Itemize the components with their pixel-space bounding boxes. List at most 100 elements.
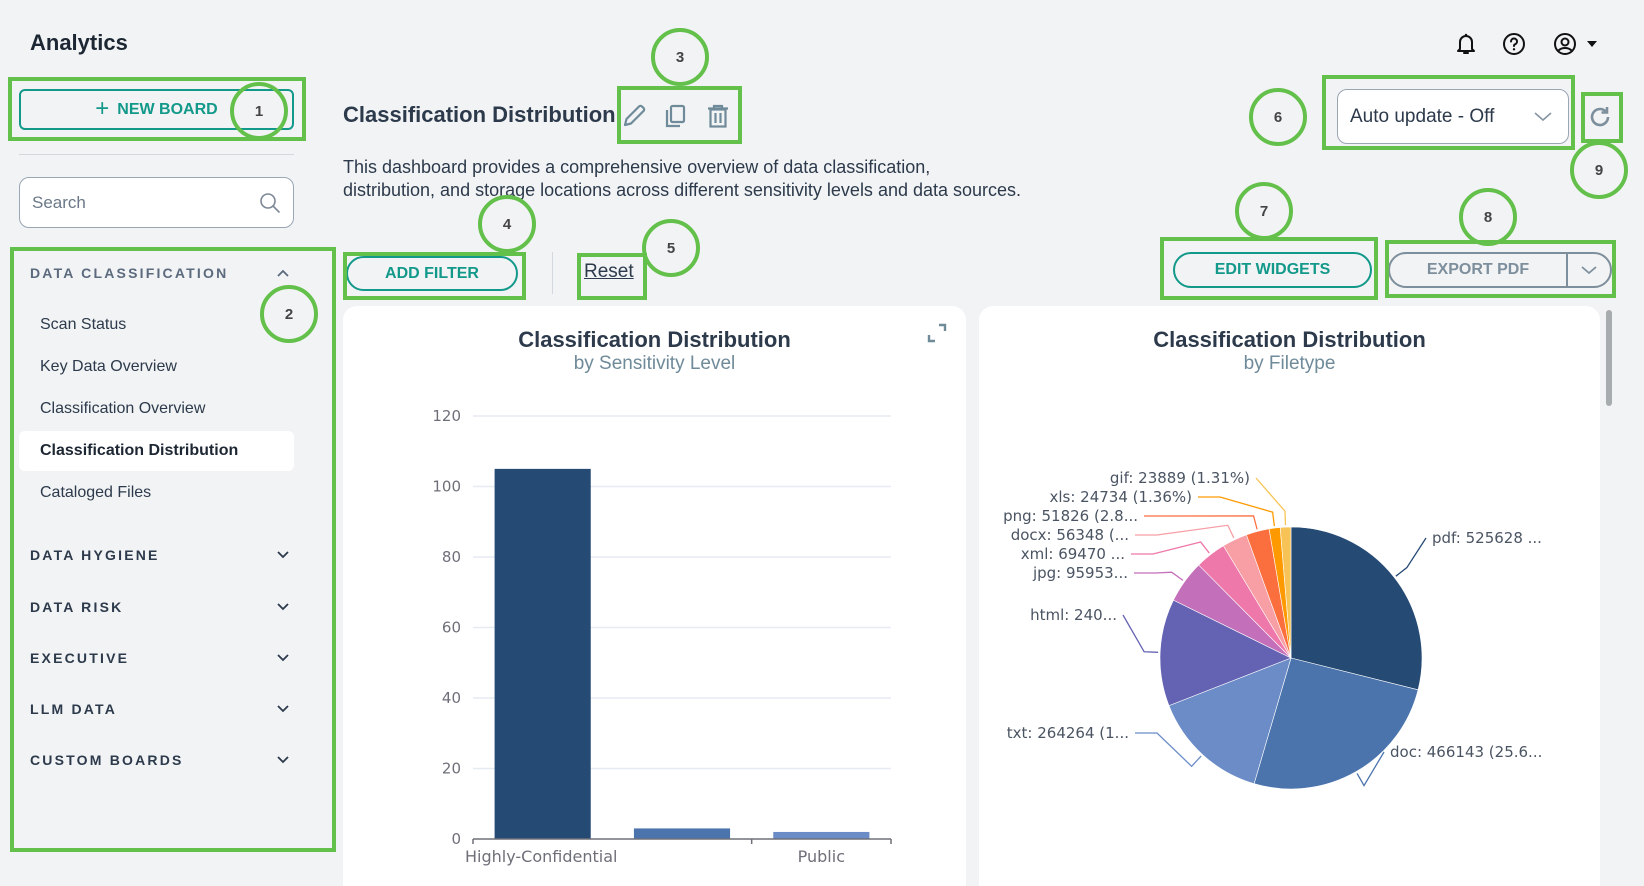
pie-slice-html (1159, 599, 1292, 707)
search-box[interactable] (19, 177, 294, 228)
pie-leader-line (1131, 541, 1210, 555)
chevron-down-icon (1581, 265, 1597, 274)
sidebar-item-label: Cataloged Files (40, 484, 152, 501)
filter-divider (552, 252, 553, 294)
chevron-down-icon (276, 548, 290, 562)
refresh-icon[interactable] (1583, 100, 1617, 134)
add-filter-button[interactable]: ADD FILTER (346, 256, 518, 291)
y-tick-label: 120 (432, 407, 461, 425)
duplicate-copy-icon[interactable] (660, 101, 690, 131)
new-board-button[interactable]: + NEW BOARD (19, 89, 294, 130)
chart-subtitle: by Filetype (1243, 353, 1336, 374)
section-llm-data[interactable]: LLM DATA (30, 695, 290, 723)
caret-down-icon[interactable] (1587, 41, 1597, 47)
widget-sensitivity-bar-chart: Classification Distribution by Sensitivi… (343, 306, 966, 886)
annotation-marker-7: 7 (1235, 182, 1293, 240)
section-label: LLM DATA (30, 701, 118, 717)
chevron-down-icon (276, 702, 290, 716)
y-tick-label: 20 (442, 760, 461, 778)
bar (773, 831, 870, 839)
pie-leader-line (1144, 515, 1258, 530)
pie-label: xls: 24734 (1.36%) (1049, 488, 1192, 506)
sidebar-item-label: Classification Distribution (40, 442, 239, 459)
edit-pencil-icon[interactable] (619, 101, 649, 131)
pie-leader-line (1198, 496, 1276, 527)
y-tick-label: 100 (432, 478, 461, 496)
help-icon[interactable] (1500, 30, 1528, 58)
export-pdf-split-button: EXPORT PDF (1388, 252, 1612, 288)
pie-label: txt: 264264 (1... (1007, 724, 1129, 742)
user-account-icon[interactable] (1551, 30, 1579, 58)
pie-slice-txt (1168, 657, 1292, 785)
pie-label: docx: 56348 (... (1011, 526, 1129, 544)
edit-widgets-button[interactable]: EDIT WIDGETS (1173, 252, 1372, 288)
section-data-risk[interactable]: DATA RISK (30, 593, 290, 621)
section-label: EXECUTIVE (30, 650, 130, 666)
page-title: Classification Distribution (343, 102, 616, 127)
sidebar-item-cataloged-files[interactable]: Cataloged Files (19, 473, 294, 513)
x-tick-label: Highly-Confidential (465, 847, 617, 866)
y-tick-label: 60 (442, 619, 461, 637)
sidebar-item-scan-status[interactable]: Scan Status (19, 305, 294, 345)
bar-chart: 0 20 40 60 80 100 120 Highly-Confidential Public (432, 407, 892, 866)
pie-label: png: 51826 (2.8... (1003, 507, 1138, 525)
pie-leader-line (1356, 751, 1385, 787)
sidebar-item-classification-overview[interactable]: Classification Overview (19, 389, 294, 429)
export-options-dropdown[interactable] (1568, 254, 1610, 286)
pie-leader-line (1395, 537, 1427, 577)
sidebar-divider (19, 154, 294, 155)
section-custom-boards[interactable]: CUSTOM BOARDS (30, 746, 290, 774)
new-board-label: NEW BOARD (117, 100, 218, 118)
sidebar-item-label: Scan Status (40, 316, 127, 333)
pie-label: gif: 23889 (1.31%) (1110, 469, 1250, 487)
chart-title: Classification Distribution (1153, 327, 1426, 352)
pie-leader-line (1255, 477, 1287, 526)
annotation-marker-6: 6 (1249, 88, 1307, 146)
chart-subtitle: by Sensitivity Level (573, 353, 736, 374)
pie-label: xml: 69470 ... (1021, 545, 1125, 563)
search-icon[interactable] (259, 192, 281, 214)
auto-update-value: Auto update - Off (1350, 105, 1495, 127)
app-title: Analytics (30, 30, 128, 55)
search-input[interactable] (32, 192, 259, 213)
annotation-marker-3: 3 (651, 28, 709, 86)
sidebar-item-label: Key Data Overview (40, 358, 177, 375)
y-tick-label: 80 (442, 548, 461, 566)
pie-label: pdf: 525628 ... (1432, 529, 1542, 547)
section-executive[interactable]: EXECUTIVE (30, 644, 290, 672)
x-tick-label: Public (798, 847, 845, 866)
bell-icon[interactable] (1452, 30, 1480, 58)
y-tick-label: 0 (451, 830, 461, 848)
sidebar-item-key-data-overview[interactable]: Key Data Overview (19, 347, 294, 387)
auto-update-select[interactable]: Auto update - Off (1337, 89, 1569, 144)
section-data-hygiene[interactable]: DATA HYGIENE (30, 541, 290, 569)
section-label: DATA HYGIENE (30, 547, 160, 563)
reset-link[interactable]: Reset (584, 261, 634, 282)
section-data-classification[interactable]: DATA CLASSIFICATION (30, 259, 290, 287)
delete-trash-icon[interactable] (703, 101, 733, 131)
pie-chart: pdf: 525628 ... doc: 466143 (25.6... txt: … (1003, 469, 1542, 790)
section-label: CUSTOM BOARDS (30, 752, 184, 768)
expand-icon[interactable] (926, 322, 948, 344)
plus-icon: + (95, 94, 110, 122)
bar (633, 828, 731, 839)
chevron-down-icon (1534, 111, 1552, 121)
page-description: This dashboard provides a comprehensive … (343, 157, 1022, 200)
pie-leader-line (1122, 614, 1159, 653)
export-pdf-button[interactable]: EXPORT PDF (1390, 254, 1568, 286)
scrollbar[interactable] (1606, 310, 1612, 406)
pie-label: html: 240... (1030, 606, 1117, 624)
widget-filetype-pie-chart: Classification Distribution by Filetype … (979, 306, 1600, 886)
section-label: DATA RISK (30, 599, 124, 615)
section-label: DATA CLASSIFICATION (30, 265, 229, 281)
chevron-down-icon (276, 753, 290, 767)
pie-leader-line (1135, 732, 1202, 768)
pie-slice-doc (1253, 657, 1419, 790)
chevron-up-icon (276, 266, 290, 280)
sidebar-item-label: Classification Overview (40, 400, 206, 417)
annotation-marker-9: 9 (1570, 141, 1628, 199)
bar (494, 468, 591, 839)
pie-slice-pdf (1290, 526, 1423, 691)
sidebar-item-classification-distribution[interactable]: Classification Distribution (19, 431, 294, 471)
annotation-marker-8: 8 (1459, 188, 1517, 246)
